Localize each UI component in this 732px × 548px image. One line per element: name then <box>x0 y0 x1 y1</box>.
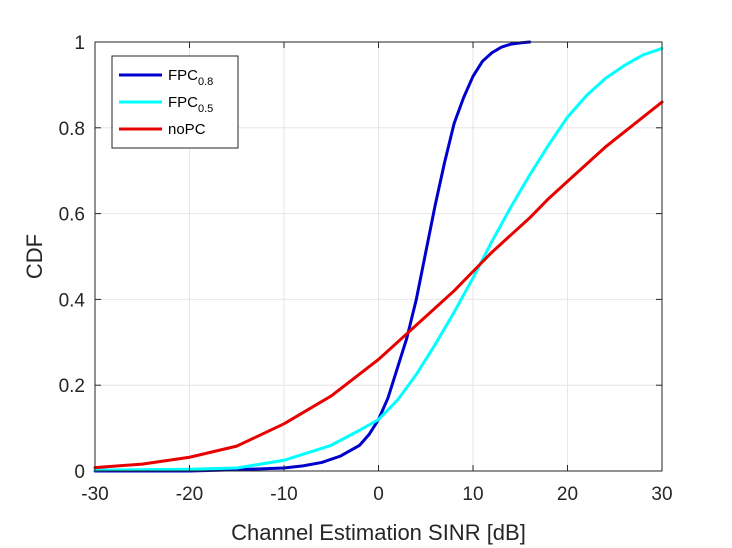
series-line-1 <box>93 40 532 473</box>
legend-label: FPC0.5 <box>168 94 213 115</box>
x-tick-label: -20 <box>176 484 203 505</box>
grid <box>95 42 662 471</box>
y-tick-label: 0.6 <box>59 205 85 226</box>
x-tick-label: -10 <box>270 484 297 505</box>
y-tick-label: 0.4 <box>59 290 86 311</box>
x-tick-label: 20 <box>557 484 578 505</box>
legend-label-subscript: 0.5 <box>198 103 213 115</box>
x-axis-label: Channel Estimation SINR [dB] <box>231 520 526 545</box>
series-line-2 <box>93 46 664 472</box>
y-tick-label: 0 <box>74 462 85 483</box>
y-axis-label: CDF <box>22 234 47 279</box>
legend-label-name: FPC <box>168 94 198 111</box>
y-tick-label: 0.2 <box>59 376 85 397</box>
legend-label-name: noPC <box>168 121 206 138</box>
x-tick-label: 30 <box>651 484 672 505</box>
legend-label: FPC0.8 <box>168 67 213 88</box>
legend-label-subscript: 0.8 <box>198 76 213 88</box>
legend-label-name: FPC <box>168 67 198 84</box>
x-tick-label: -30 <box>81 484 108 505</box>
legend-label: noPC <box>168 121 206 138</box>
tick-labels: -30 -20 -10 0 10 20 30 0 0.2 0.4 0.6 0.8 1 <box>59 33 673 505</box>
x-tick-label: 0 <box>373 484 384 505</box>
ticks <box>94 41 663 472</box>
series-line-3 <box>93 100 664 470</box>
series-group <box>93 40 664 473</box>
y-tick-label: 0.8 <box>59 119 85 140</box>
y-tick-label: 1 <box>74 33 85 54</box>
x-tick-label: 10 <box>462 484 483 505</box>
